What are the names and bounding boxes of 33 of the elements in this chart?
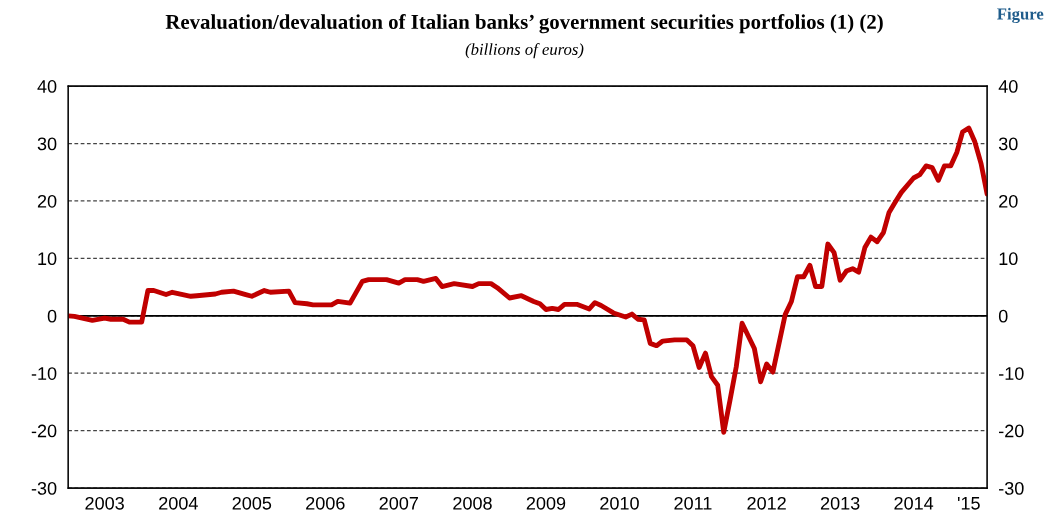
- y-tick-label: 10: [38, 252, 57, 266]
- y-tick-label: -10: [31, 367, 57, 380]
- x-tick-label: '15: [957, 497, 980, 510]
- y2-tick-label: 20: [999, 194, 1018, 208]
- y-tick-label: -20: [31, 424, 57, 438]
- x-tick-label: 2005: [232, 496, 272, 510]
- x-tick-label: 2010: [600, 496, 639, 510]
- x-tick-label: 2006: [306, 496, 345, 510]
- y2-tick-label: -30: [999, 482, 1024, 495]
- chart-title: Revaluation/devaluation of Italian banks’ government securities portfolios (1) (2): [165, 14, 883, 34]
- x-tick-label: 2009: [526, 496, 566, 510]
- y-tick-label: 40: [37, 80, 57, 93]
- line-series: [68, 125, 988, 435]
- chart-subtitle: (billions of euros): [465, 43, 584, 59]
- y2-tick-label: 30: [998, 137, 1018, 151]
- x-tick-label: 2008: [453, 496, 492, 510]
- y-tick-label: 30: [37, 137, 57, 151]
- y2-tick-label: 0: [998, 309, 1008, 323]
- y2-tick-label: -20: [999, 424, 1024, 438]
- x-tick-label: 2013: [820, 496, 860, 510]
- x-tick-label: 2011: [674, 496, 712, 510]
- x-tick-label: 2003: [85, 496, 124, 510]
- y-tick-label: 20: [37, 194, 57, 208]
- x-tick-label: 2007: [379, 496, 418, 510]
- text: Figure: [997, 7, 1044, 24]
- x-tick-label: 2014: [894, 496, 934, 510]
- y2-tick-label: -10: [999, 367, 1024, 380]
- x-tick-label: 2012: [747, 496, 786, 510]
- x-tick-label: 2004: [159, 496, 198, 510]
- y-tick-label: -30: [31, 482, 57, 495]
- y2-tick-label: 10: [999, 252, 1018, 266]
- y-tick-label: 0: [47, 309, 57, 323]
- y2-tick-label: 40: [998, 80, 1018, 93]
